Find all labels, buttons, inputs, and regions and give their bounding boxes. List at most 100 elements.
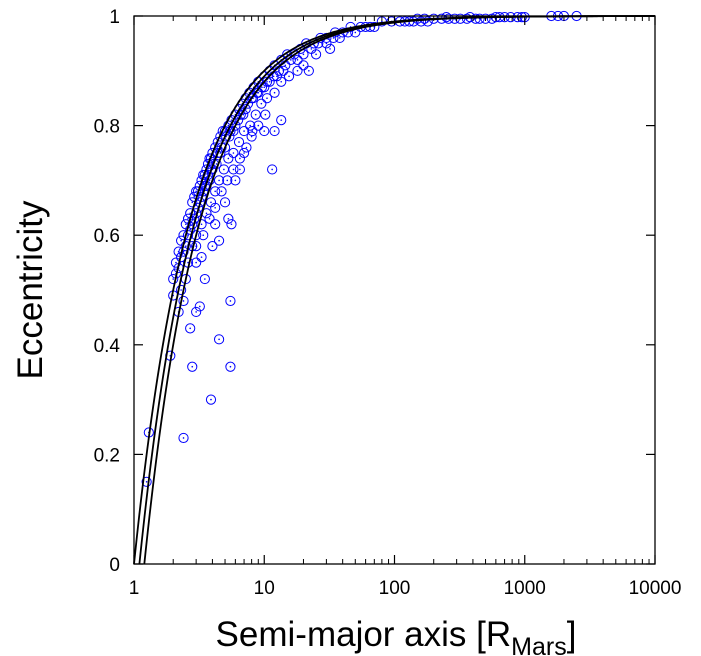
data-point-center	[182, 300, 185, 302]
data-point	[303, 65, 314, 76]
data-point-center	[211, 245, 214, 247]
data-point	[191, 306, 202, 318]
data-point-center	[232, 152, 235, 154]
data-point	[247, 125, 258, 137]
data-point-center	[302, 53, 305, 56]
data-point-center	[243, 130, 245, 132]
data-point	[261, 76, 273, 87]
data-point-center	[260, 102, 263, 105]
data-point	[176, 284, 187, 296]
marks-layer	[141, 10, 582, 487]
data-point-center	[308, 70, 310, 72]
data-point	[324, 43, 336, 54]
data-point	[245, 120, 256, 131]
data-point-center	[381, 20, 383, 23]
data-point	[198, 230, 209, 241]
data-point-center	[317, 42, 320, 45]
data-point	[269, 125, 280, 137]
periapsis-curve	[138, 15, 655, 565]
data-point	[298, 60, 309, 71]
data-point-center	[268, 80, 271, 83]
data-point-center	[208, 179, 211, 182]
data-point	[480, 13, 491, 24]
data-point	[233, 136, 245, 148]
data-point-center	[195, 311, 197, 313]
y-axis-title: Eccentricity	[11, 200, 50, 379]
data-point-center	[208, 217, 211, 220]
data-point-center	[195, 245, 197, 247]
data-point-center	[189, 228, 191, 231]
data-point-center	[232, 168, 235, 171]
data-point-center	[229, 130, 232, 132]
data-point-center	[218, 239, 220, 242]
data-point	[178, 432, 189, 444]
data-point	[191, 257, 202, 268]
data-point-center	[205, 212, 208, 215]
data-point-center	[219, 152, 222, 154]
data-point	[191, 241, 202, 252]
data-point	[246, 131, 257, 142]
data-point	[276, 76, 287, 87]
data-point	[228, 125, 239, 137]
data-point	[141, 476, 152, 487]
data-point	[210, 202, 221, 213]
data-point	[253, 120, 264, 131]
x-tick-label: 1000	[504, 578, 546, 599]
ticks-layer: 1 10 100 1000 10000 0 0.2 0.4 0.6 0.8 1	[94, 7, 682, 599]
data-point	[256, 98, 267, 109]
data-point-center	[325, 42, 328, 45]
data-point-center	[238, 141, 240, 143]
data-point	[283, 71, 295, 82]
y-tick-label: 0.4	[94, 336, 121, 357]
data-point	[213, 175, 225, 186]
data-point-center	[187, 217, 189, 220]
data-point-center	[239, 157, 241, 160]
data-point	[210, 186, 221, 197]
data-point-center	[347, 31, 349, 34]
data-point	[441, 11, 452, 23]
y-tick-label: 1	[109, 7, 120, 28]
data-point-center	[227, 124, 230, 127]
data-point	[185, 323, 196, 334]
data-point-center	[250, 135, 253, 138]
data-point-center	[227, 157, 230, 160]
data-point	[187, 361, 198, 372]
data-point-center	[182, 437, 185, 439]
x-tick-label: 10000	[629, 578, 682, 599]
data-point-center	[193, 196, 196, 198]
data-point-center	[214, 207, 216, 209]
data-point-center	[218, 179, 220, 182]
data-point-center	[195, 190, 197, 193]
data-point-center	[261, 86, 263, 89]
data-point-center	[272, 75, 275, 78]
data-point	[182, 230, 194, 241]
data-point-center	[239, 168, 241, 171]
data-point-center	[185, 223, 187, 226]
data-point	[415, 16, 427, 27]
data-point-center	[302, 64, 305, 67]
data-point-center	[278, 70, 280, 72]
data-point	[230, 175, 241, 186]
data-point-center	[263, 86, 266, 89]
data-point-center	[271, 168, 273, 171]
data-point-center	[286, 53, 288, 56]
data-point-center	[229, 365, 232, 368]
data-point-center	[354, 31, 357, 34]
x-axis-title-main: Semi-major axis [R	[216, 615, 512, 654]
data-point-center	[257, 91, 260, 94]
data-point	[219, 197, 231, 208]
data-point	[310, 49, 322, 60]
data-point-center	[191, 223, 194, 226]
data-point-center	[280, 80, 283, 83]
data-point	[228, 147, 239, 159]
data-point	[180, 241, 191, 252]
data-point	[256, 82, 268, 93]
data-point-center	[215, 163, 218, 165]
data-point	[178, 295, 189, 307]
data-point-center	[263, 130, 266, 132]
data-point	[234, 153, 245, 164]
plot-frame	[133, 15, 656, 565]
data-point-center	[198, 305, 201, 308]
x-axis-title: Semi-major axis [RMars]	[216, 615, 577, 656]
